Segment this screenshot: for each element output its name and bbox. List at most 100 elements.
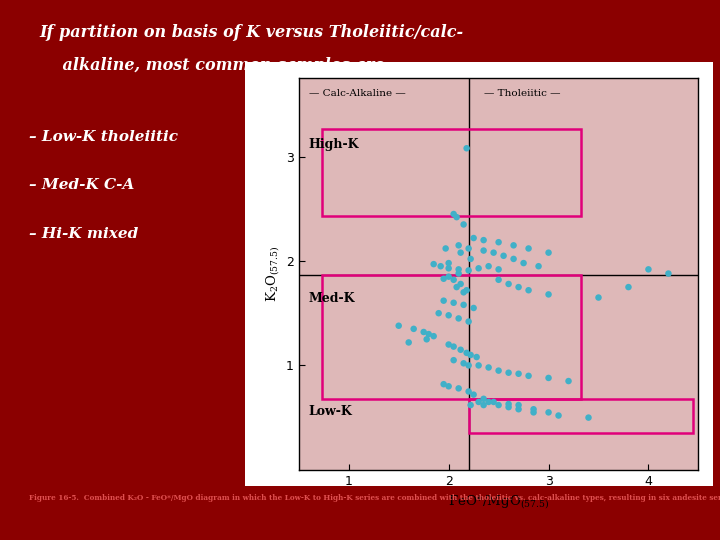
Point — [433, 309, 444, 318]
Point — [443, 311, 454, 320]
Point — [473, 361, 485, 370]
Point — [440, 244, 451, 253]
Point — [453, 314, 464, 323]
Point — [448, 356, 459, 364]
Point — [468, 234, 480, 242]
Point — [428, 332, 439, 341]
Point — [478, 401, 490, 409]
Point — [503, 368, 514, 377]
Point — [451, 213, 462, 221]
Point — [448, 210, 459, 218]
Text: — Tholeiitic —: — Tholeiitic — — [484, 90, 560, 98]
Point — [513, 283, 524, 292]
Point — [478, 236, 490, 245]
Point — [492, 238, 504, 247]
Point — [438, 296, 449, 305]
Y-axis label: K$_{\mathregular{2}}$O$_{\mathregular{(57.5)}}$: K$_{\mathregular{2}}$O$_{\mathregular{(5… — [264, 246, 281, 302]
Text: alkaline, most common samples are:: alkaline, most common samples are: — [40, 57, 390, 73]
Point — [593, 293, 604, 302]
Point — [468, 390, 480, 399]
Point — [418, 328, 429, 336]
Point — [448, 342, 459, 351]
X-axis label: FeO*/MgO$_{\mathregular{(57.5)}}$: FeO*/MgO$_{\mathregular{(57.5)}}$ — [448, 493, 549, 510]
Point — [453, 265, 464, 274]
Point — [421, 335, 433, 343]
Point — [465, 350, 477, 359]
Text: — Calc-Alkaline —: — Calc-Alkaline — — [309, 90, 405, 98]
Point — [478, 395, 490, 403]
Point — [455, 248, 467, 257]
Point — [582, 413, 594, 422]
Point — [443, 259, 454, 267]
Point — [423, 330, 434, 339]
Point — [483, 262, 495, 271]
Point — [483, 363, 495, 372]
Text: High-K: High-K — [309, 138, 359, 151]
Point — [471, 353, 482, 361]
Point — [528, 408, 539, 417]
Point — [492, 366, 504, 375]
Point — [461, 348, 472, 357]
Point — [463, 317, 474, 326]
Point — [473, 397, 485, 406]
Point — [523, 372, 534, 380]
Point — [543, 248, 554, 257]
Point — [443, 272, 454, 281]
Point — [448, 275, 459, 284]
Point — [453, 384, 464, 393]
Point — [428, 260, 439, 268]
Text: If partition on basis of K versus Tholeiitic/calc-: If partition on basis of K versus Tholei… — [40, 24, 464, 41]
Point — [458, 220, 469, 229]
Text: – Hi-K mixed: – Hi-K mixed — [29, 227, 138, 241]
Point — [488, 248, 500, 257]
Point — [403, 338, 415, 347]
Point — [563, 377, 575, 386]
Point — [458, 359, 469, 368]
Point — [528, 405, 539, 414]
Point — [461, 144, 472, 153]
Point — [543, 290, 554, 299]
Point — [513, 369, 524, 378]
Point — [492, 265, 504, 274]
Point — [503, 403, 514, 411]
Point — [518, 259, 529, 267]
Point — [492, 401, 504, 409]
Point — [465, 254, 477, 263]
Text: – Med-K C-A: – Med-K C-A — [29, 178, 134, 192]
Point — [662, 269, 674, 278]
Point — [463, 387, 474, 396]
Point — [523, 244, 534, 253]
Point — [463, 266, 474, 275]
Point — [523, 286, 534, 294]
Point — [478, 246, 490, 255]
Point — [543, 408, 554, 417]
Point — [643, 265, 654, 274]
Bar — [322, 130, 580, 216]
Point — [453, 241, 464, 249]
Point — [461, 286, 472, 294]
Point — [448, 299, 459, 307]
Point — [543, 374, 554, 382]
Point — [438, 274, 449, 283]
Point — [435, 262, 446, 271]
Point — [438, 380, 449, 388]
Point — [443, 264, 454, 273]
Point — [465, 401, 477, 409]
Point — [473, 264, 485, 273]
Point — [455, 346, 467, 354]
Point — [458, 301, 469, 309]
Point — [483, 397, 495, 406]
Point — [508, 254, 519, 263]
Point — [503, 400, 514, 408]
Bar — [322, 274, 580, 399]
Point — [503, 280, 514, 288]
Point — [443, 340, 454, 349]
Text: Figure 16-5.  Combined K₂O - FeO*/MgO diagram in which the Low-K to High-K serie: Figure 16-5. Combined K₂O - FeO*/MgO dia… — [29, 494, 720, 502]
Point — [408, 325, 420, 333]
Point — [508, 241, 519, 249]
Text: – Low-K tholeiitic: – Low-K tholeiitic — [29, 130, 178, 144]
Point — [553, 411, 564, 420]
Point — [492, 275, 504, 284]
Point — [455, 280, 467, 288]
Text: Low-K: Low-K — [309, 405, 353, 418]
